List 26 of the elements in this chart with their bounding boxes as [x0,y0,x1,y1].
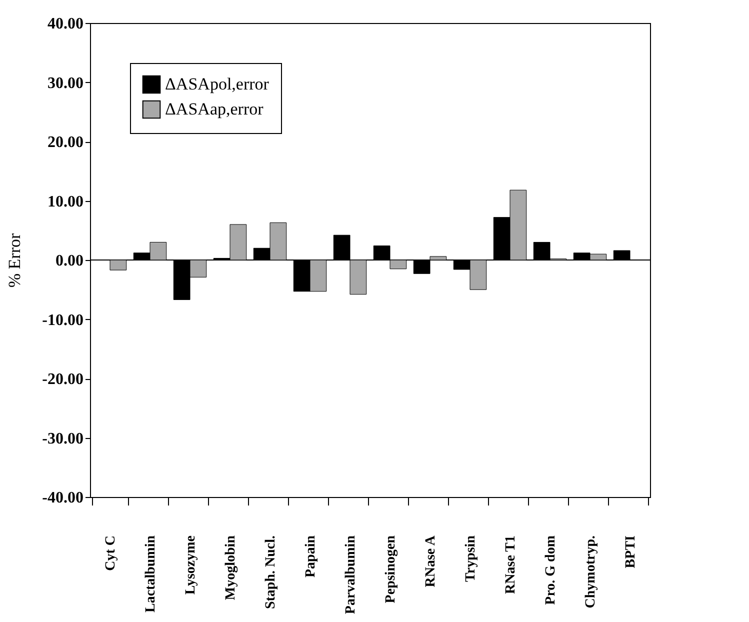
legend-label: ΔASAap,error [165,100,264,118]
y-tick-label: 10.00 [48,193,84,210]
y-tick-label: 40.00 [48,16,84,32]
x-tick-label: Pro. G dom [544,535,558,605]
x-tick-label: BPTI [624,536,638,568]
x-tick-label: Papain [304,535,318,578]
y-tick-label: 0.00 [56,252,84,270]
x-tick-label: Chymotryp. [584,536,598,608]
y-axis-title: % Error [5,233,24,288]
y-tick-label: -20.00 [42,371,84,388]
x-tick-label: Parvalbumin [344,535,358,614]
x-tick-label: RNase A [424,534,438,588]
y-tick-label: -30.00 [42,430,84,448]
x-tick-label: Lactalbumin [144,535,158,613]
x-tick-label: Lysozyme [184,536,198,595]
x-tick-label: RNase T1 [504,536,518,594]
legend-label: ΔASApol,error [165,74,270,94]
x-tick-label: Trypsin [464,535,478,582]
y-tick-label: 30.00 [48,74,84,92]
y-tick-label: -40.00 [42,490,84,506]
y-tick-label: -10.00 [42,312,84,329]
x-tick-label: Pepsinogen [384,535,398,604]
x-tick-label: Cyt C [104,536,118,571]
x-tick-label: Staph. Nucl. [264,536,278,610]
x-tick-label: Myoglobin [224,535,238,600]
y-tick-label: 20.00 [48,134,84,151]
